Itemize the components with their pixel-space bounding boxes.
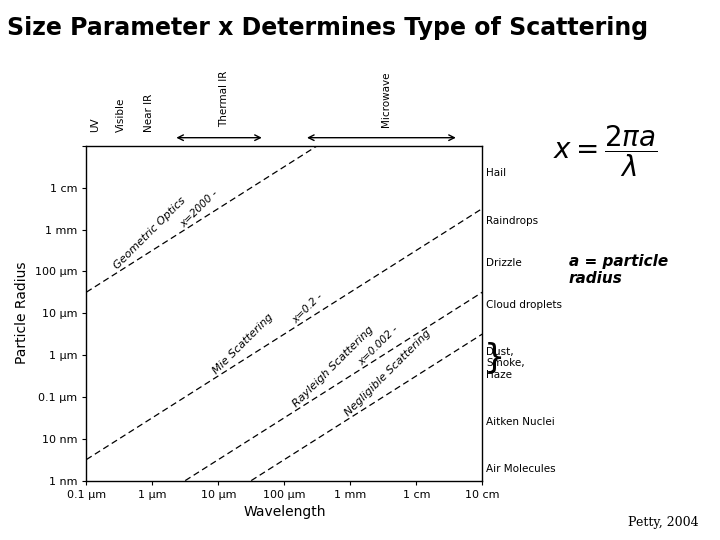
Text: x=2000 -: x=2000 - xyxy=(179,188,220,230)
Text: Hail: Hail xyxy=(486,167,506,178)
Text: Size Parameter x Determines Type of Scattering: Size Parameter x Determines Type of Scat… xyxy=(7,16,648,40)
Text: Petty, 2004: Petty, 2004 xyxy=(628,516,698,529)
Text: Rayleigh Scattering: Rayleigh Scattering xyxy=(291,325,375,409)
Text: Geometric Optics: Geometric Optics xyxy=(112,195,188,271)
Text: Microwave: Microwave xyxy=(382,71,392,127)
Text: $x = \dfrac{2\pi a}{\lambda}$: $x = \dfrac{2\pi a}{\lambda}$ xyxy=(552,123,657,179)
Y-axis label: Particle Radius: Particle Radius xyxy=(15,262,30,364)
Text: x=0.2 -: x=0.2 - xyxy=(291,292,325,326)
Text: }: } xyxy=(484,342,505,375)
Text: Near IR: Near IR xyxy=(144,94,154,132)
Text: Aitken Nuclei: Aitken Nuclei xyxy=(486,417,554,427)
X-axis label: Wavelength: Wavelength xyxy=(243,505,325,519)
Text: Thermal IR: Thermal IR xyxy=(219,71,229,127)
Text: x=0.002 -: x=0.002 - xyxy=(356,324,400,368)
Text: Air Molecules: Air Molecules xyxy=(486,464,556,474)
Text: UV: UV xyxy=(91,118,100,132)
Text: a = particle
radius: a = particle radius xyxy=(569,254,668,286)
Text: Negligible Scattering: Negligible Scattering xyxy=(343,328,433,418)
Text: Raindrops: Raindrops xyxy=(486,216,538,226)
Text: Cloud droplets: Cloud droplets xyxy=(486,300,562,310)
Text: Visible: Visible xyxy=(116,98,126,132)
Text: Drizzle: Drizzle xyxy=(486,258,522,268)
Text: Mie Scattering: Mie Scattering xyxy=(212,312,276,376)
Text: Dust,
Smoke,
Haze: Dust, Smoke, Haze xyxy=(486,347,525,380)
